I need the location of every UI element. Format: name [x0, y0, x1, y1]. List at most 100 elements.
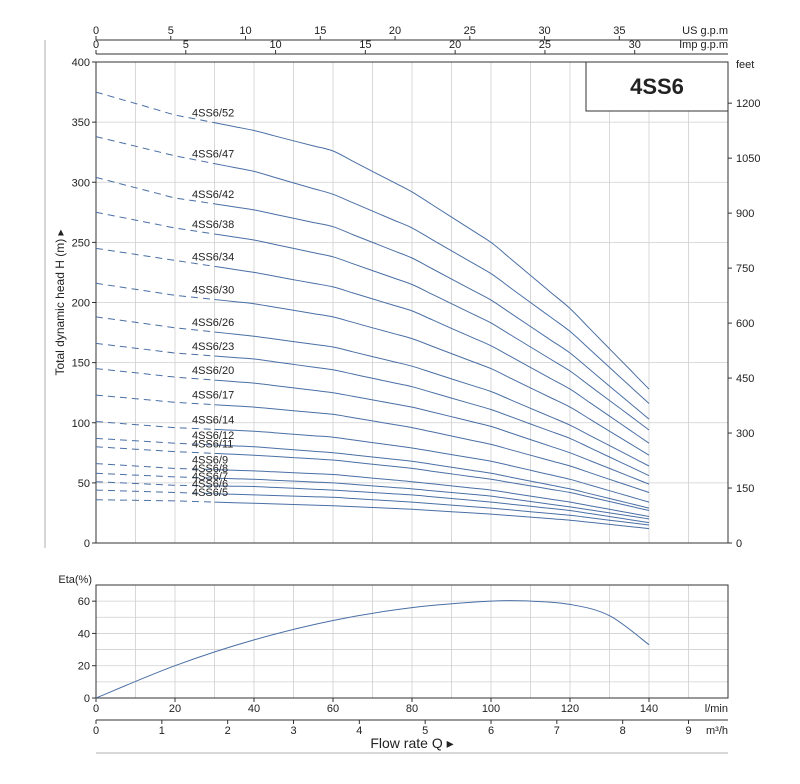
lmin-tick-label: 100 — [482, 703, 500, 715]
series-label: 4SS6/8 — [192, 463, 228, 475]
head-curve-solid — [214, 452, 650, 511]
head-curve-dashed — [95, 481, 215, 487]
lmin-tick-label: 80 — [406, 703, 418, 715]
us-gpm-tick-label: 15 — [314, 25, 326, 37]
us-gpm-tick-label: 20 — [389, 25, 401, 37]
eta-y-tick-label: 40 — [78, 628, 90, 640]
head-curve-dashed — [95, 176, 215, 205]
m3h-tick-label: 8 — [620, 725, 626, 737]
series-label: 4SS6/11 — [192, 438, 233, 450]
imp-gpm-unit-label: Imp g.p.m — [679, 39, 728, 51]
series-label: 4SS6/38 — [192, 219, 234, 231]
flow-rate-label: Flow rate Q ▸ — [370, 735, 453, 751]
lmin-tick-label: 140 — [640, 703, 658, 715]
imp-gpm-tick-label: 5 — [183, 39, 189, 51]
series-label: 4SS6/12 — [192, 430, 234, 442]
head-y-tick-label: 300 — [72, 177, 90, 189]
head-curve-solid — [214, 485, 650, 524]
head-curve-solid — [214, 265, 650, 444]
head-curve-solid — [214, 299, 650, 456]
feet-tick-label: 750 — [736, 263, 754, 275]
us-gpm-unit-label: US g.p.m — [682, 25, 728, 37]
m3h-tick-label: 1 — [159, 725, 165, 737]
lmin-tick-label: 60 — [327, 703, 339, 715]
lmin-tick-label: 120 — [561, 703, 579, 715]
head-curve-solid — [214, 469, 650, 517]
us-gpm-tick-label: 10 — [239, 25, 251, 37]
model-title: 4SS6 — [630, 74, 684, 99]
m3h-tick-label: 9 — [685, 725, 691, 737]
head-curve-solid — [214, 477, 650, 520]
series-label: 4SS6/20 — [192, 365, 234, 377]
series-label: 4SS6/9 — [192, 455, 228, 467]
head-curve-solid — [214, 355, 650, 477]
head-y-axis-label: Total dynamic head H (m) ▸ — [53, 229, 67, 375]
eta-y-tick-label: 0 — [84, 693, 90, 705]
eta-y-tick-label: 20 — [78, 661, 90, 673]
series-label: 4SS6/34 — [192, 251, 234, 263]
head-y-tick-label: 350 — [72, 117, 90, 129]
series-label: 4SS6/42 — [192, 189, 234, 201]
lmin-tick-label: 40 — [248, 703, 260, 715]
efficiency-curve — [95, 600, 650, 699]
feet-tick-label: 600 — [736, 318, 754, 330]
series-label: 4SS6/17 — [192, 390, 234, 402]
head-curve-dashed — [95, 91, 215, 124]
m3h-tick-label: 5 — [422, 725, 428, 737]
series-label: 4SS6/47 — [192, 149, 234, 161]
head-y-tick-label: 200 — [72, 298, 90, 310]
feet-tick-label: 1050 — [736, 153, 760, 165]
series-label: 4SS6/23 — [192, 341, 234, 353]
head-curve-solid — [214, 163, 650, 404]
head-curve-dashed — [95, 499, 215, 503]
series-label: 4SS6/30 — [192, 284, 234, 296]
head-curve-dashed — [95, 446, 215, 454]
imp-gpm-tick-label: 30 — [629, 39, 641, 51]
us-gpm-tick-label: 0 — [93, 25, 99, 37]
head-curve-solid — [214, 122, 650, 390]
head-curve-dashed — [95, 211, 215, 235]
m3h-tick-label: 7 — [554, 725, 560, 737]
series-label: 4SS6/6 — [192, 479, 228, 491]
series-label: 4SS6/26 — [192, 317, 234, 329]
head-curve-solid — [214, 331, 650, 467]
series-label: 4SS6/52 — [192, 108, 234, 120]
feet-tick-label: 150 — [736, 483, 754, 495]
head-y-tick-label: 0 — [84, 538, 90, 550]
head-y-tick-label: 400 — [72, 57, 90, 69]
eta-y-tick-label: 60 — [78, 596, 90, 608]
head-curve-dashed — [95, 247, 215, 267]
m3h-tick-label: 2 — [225, 725, 231, 737]
head-curve-dashed — [95, 394, 215, 406]
lmin-unit-label: l/min — [705, 703, 728, 715]
head-curve-dashed — [95, 282, 215, 300]
head-y-tick-label: 250 — [72, 237, 90, 249]
head-curve-dashed — [95, 472, 215, 479]
model-title-box — [585, 61, 729, 112]
head-y-tick-label: 50 — [78, 478, 90, 490]
head-curve-dashed — [95, 342, 215, 357]
imp-gpm-tick-label: 25 — [539, 39, 551, 51]
head-curve-dashed — [95, 437, 215, 446]
head-curve-solid — [214, 379, 650, 485]
head-curve-solid — [214, 428, 650, 503]
feet-tick-label: 1200 — [736, 98, 760, 110]
m3h-tick-label: 0 — [93, 725, 99, 737]
us-gpm-tick-label: 5 — [168, 25, 174, 37]
lmin-tick-label: 20 — [169, 703, 181, 715]
series-label: 4SS6/14 — [192, 414, 234, 426]
head-y-tick-label: 100 — [72, 418, 90, 430]
head-curve-solid — [214, 493, 650, 526]
m3h-tick-label: 3 — [290, 725, 296, 737]
eta-y-axis-label: Eta(%) — [58, 574, 92, 586]
head-curve-solid — [214, 203, 650, 420]
head-curve-dashed — [95, 489, 215, 495]
head-curve-dashed — [95, 421, 215, 430]
m3h-tick-label: 4 — [356, 725, 362, 737]
feet-tick-label: 0 — [736, 538, 742, 550]
feet-tick-label: 300 — [736, 428, 754, 440]
head-curve-solid — [214, 501, 650, 530]
head-y-tick-label: 150 — [72, 358, 90, 370]
feet-unit-label: feet — [736, 59, 754, 71]
